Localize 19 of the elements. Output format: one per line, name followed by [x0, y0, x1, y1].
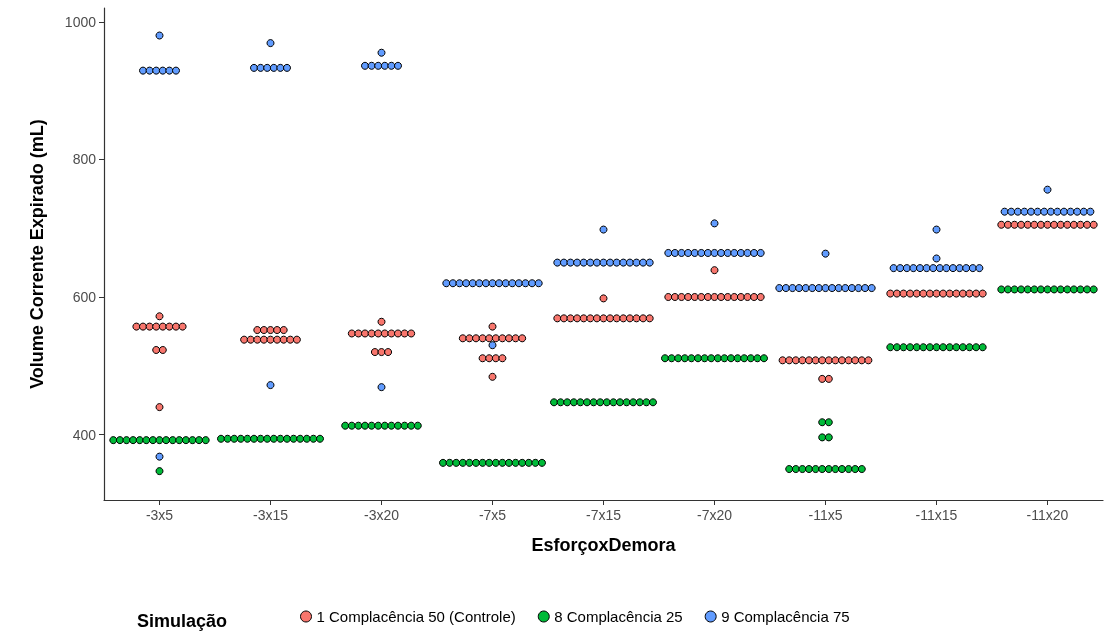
x-tick-label: -11x20 [1026, 507, 1069, 523]
x-tick-label: -7x20 [696, 507, 733, 523]
y-tick-label: 800 [72, 151, 97, 168]
y-tick-label: 400 [72, 426, 97, 443]
x-tick-label: -11x15 [915, 507, 958, 523]
legend-label: 9 Complacência 75 [721, 608, 850, 625]
y-tick-label: 1000 [64, 13, 97, 30]
x-tick-label: -11x5 [808, 507, 843, 523]
x-tick-label: -3x20 [363, 507, 400, 523]
x-tick-label: -7x15 [585, 507, 622, 523]
legend-label: 1 Complacência 50 (Controle) [316, 608, 516, 625]
legend-label: 8 Complacência 25 [554, 608, 683, 625]
x-axis-title: EsforçoxDemora [531, 535, 677, 555]
x-tick-label: -7x5 [478, 507, 507, 523]
x-tick-label: -3x5 [145, 507, 174, 523]
y-tick-label: 600 [72, 289, 97, 306]
legend-title: Simulação [137, 611, 228, 631]
x-tick-label: -3x15 [252, 507, 289, 523]
y-axis-title: Volume Corrente Expirado (mL) [27, 119, 47, 389]
